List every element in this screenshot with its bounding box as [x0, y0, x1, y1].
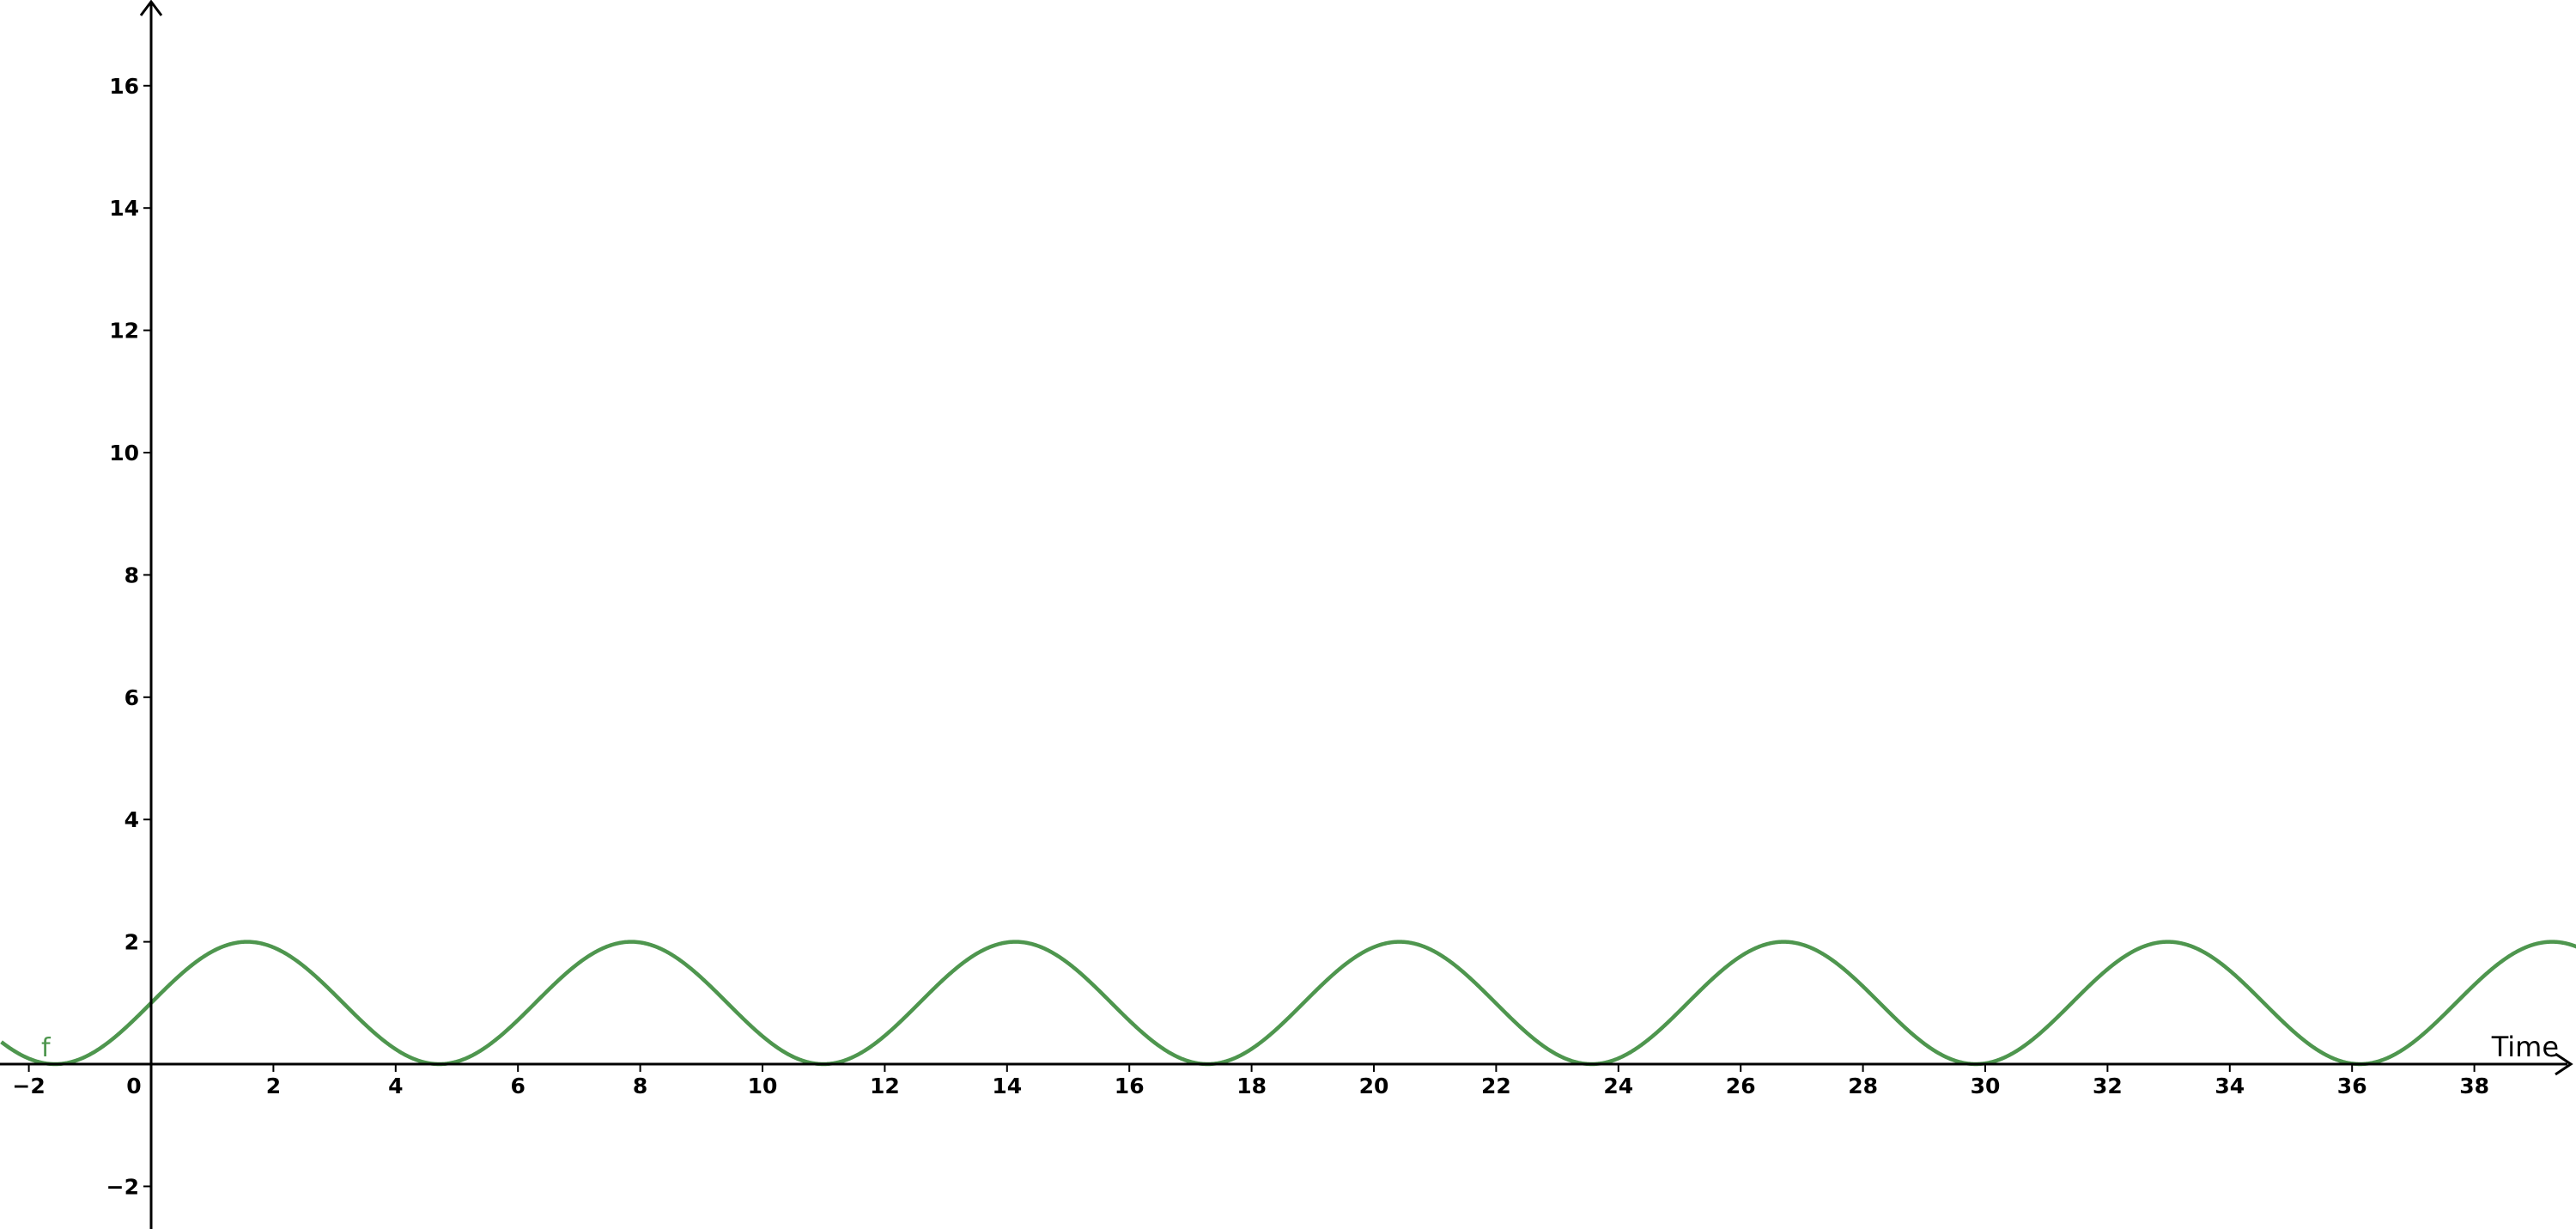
x-tick-label: 4 — [388, 1074, 403, 1098]
y-tick-label: 2 — [125, 930, 139, 955]
y-axis-arrow-icon — [139, 0, 163, 16]
x-tick-label: 8 — [633, 1074, 647, 1098]
x-tick-label: 24 — [1603, 1074, 1633, 1098]
series-f-curve — [0, 940, 2576, 1067]
series-label-f: f — [41, 1033, 52, 1063]
x-axis-arrow-icon — [2555, 1052, 2573, 1076]
x-tick-label: 14 — [992, 1074, 1022, 1098]
x-tick-label: 12 — [870, 1074, 900, 1098]
x-tick-label: 10 — [748, 1074, 778, 1098]
y-tick-label: 4 — [125, 807, 139, 832]
x-tick-label: 26 — [1726, 1074, 1756, 1098]
x-axis-label: Time — [2491, 1031, 2559, 1063]
y-tick-label: 8 — [125, 563, 139, 587]
x-tick-label: 16 — [1115, 1074, 1145, 1098]
y-tick-label: 10 — [109, 441, 139, 465]
x-tick-label: 22 — [1481, 1074, 1511, 1098]
x-tick-label: 38 — [2459, 1074, 2489, 1098]
x-tick-label: 2 — [266, 1074, 281, 1098]
x-tick-label: 34 — [2215, 1074, 2245, 1098]
y-tick-label: 14 — [109, 196, 139, 221]
x-tick-label: 28 — [1848, 1074, 1878, 1098]
x-tick-label: 36 — [2337, 1074, 2367, 1098]
x-tick-label: 32 — [2093, 1074, 2123, 1098]
x-tick-label: 20 — [1359, 1074, 1389, 1098]
y-tick-label: 6 — [125, 685, 139, 710]
y-tick-label: 12 — [109, 319, 139, 344]
x-tick-label: 18 — [1236, 1074, 1267, 1098]
x-tick-label: 0 — [126, 1074, 141, 1098]
y-tick-label: 16 — [109, 74, 139, 99]
x-tick-label: −2 — [12, 1074, 45, 1098]
x-tick-label: 6 — [510, 1074, 525, 1098]
x-tick-label: 30 — [1971, 1074, 2001, 1098]
y-tick-label: −2 — [106, 1174, 139, 1199]
